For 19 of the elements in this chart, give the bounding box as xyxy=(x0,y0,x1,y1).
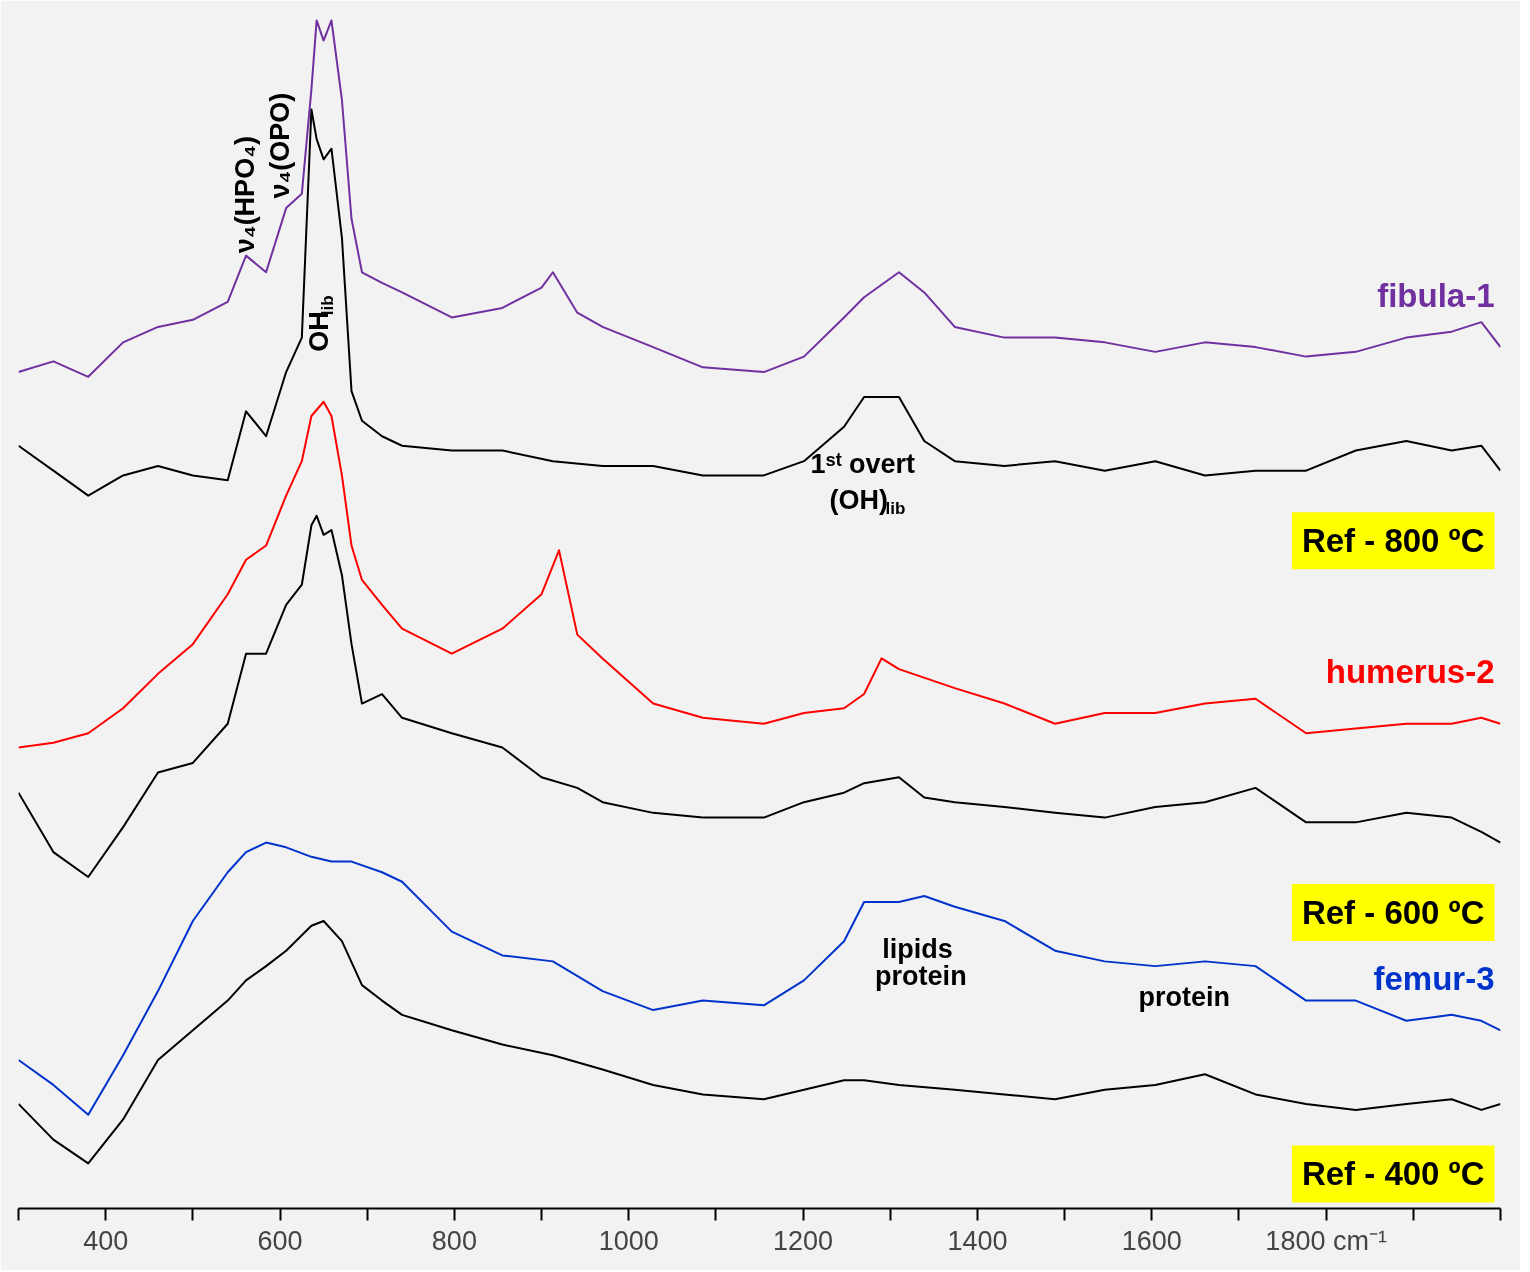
x-tick-label: 1800 cm⁻¹ xyxy=(1265,1225,1387,1256)
series-label: Ref - 600 ºC xyxy=(1301,894,1485,932)
x-tick-label: 600 xyxy=(257,1225,303,1256)
series-label: Ref - 400 ºC xyxy=(1301,1155,1485,1193)
series-label: femur-3 xyxy=(1373,959,1495,997)
x-tick-label: 800 xyxy=(431,1225,477,1256)
series-label: Ref - 800 ºC xyxy=(1301,522,1485,560)
x-tick-label: 1000 xyxy=(598,1225,659,1256)
annotation: 1ˢᵗ overt xyxy=(810,448,916,479)
annotation: lipids xyxy=(882,934,953,965)
x-tick-label: 400 xyxy=(83,1225,129,1256)
series-label: humerus-2 xyxy=(1325,653,1495,691)
series-label: fibula-1 xyxy=(1377,276,1495,314)
annotation: ν₄(OPO) xyxy=(265,92,296,199)
x-tick-label: 1600 xyxy=(1121,1225,1182,1256)
x-tick-label: 1400 xyxy=(947,1225,1008,1256)
annotation: ν₄(HPO₄) xyxy=(230,136,261,254)
x-tick-label: 1200 xyxy=(773,1225,834,1256)
annotation: protein xyxy=(1138,982,1230,1013)
